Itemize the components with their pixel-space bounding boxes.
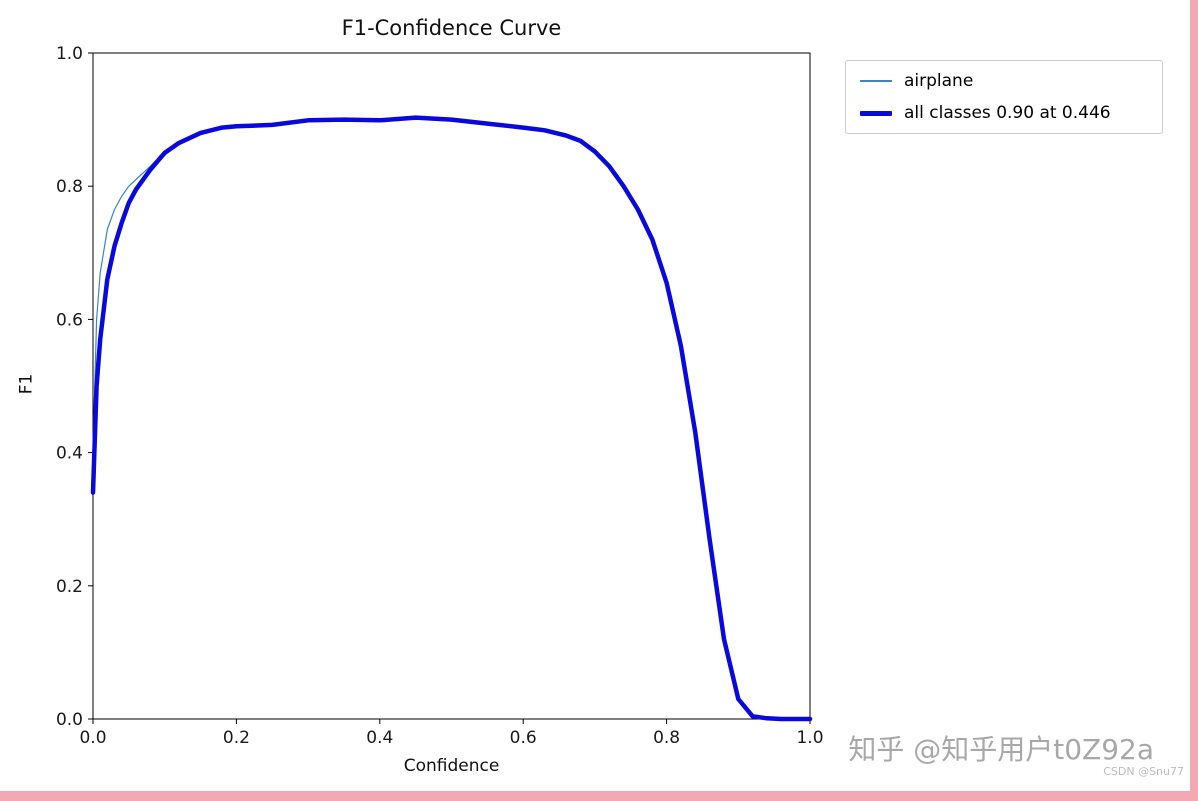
y-axis-label: F1 [16, 373, 37, 395]
accent-border-right [1190, 0, 1198, 801]
x-tick-label: 0.8 [653, 728, 680, 748]
y-tick-label: 0.6 [56, 310, 83, 330]
plot-frame [92, 52, 811, 720]
y-tick-label: 0.4 [56, 444, 83, 464]
legend-label-airplane: airplane [904, 71, 974, 91]
watermark-csdn: CSDN @Snu77 [1103, 765, 1184, 778]
series-line-airplane [92, 116, 811, 720]
x-tick-label: 0.2 [223, 728, 250, 748]
legend-label-all-classes: all classes 0.90 at 0.446 [904, 103, 1111, 123]
legend-item-all-classes: all classes 0.90 at 0.446 [860, 103, 1148, 123]
x-tick-label: 0.6 [510, 728, 537, 748]
series-line-all-classes [90, 115, 813, 722]
y-tick-label: 0.0 [56, 710, 83, 730]
legend-line-sample-all-classes [860, 110, 892, 116]
legend-item-airplane: airplane [860, 71, 1148, 91]
x-tick-label: 1.0 [796, 728, 823, 748]
x-tick-label: 0.4 [366, 728, 393, 748]
y-tick-label: 0.8 [56, 177, 83, 197]
y-tick-label: 0.2 [56, 577, 83, 597]
legend-line-sample-airplane [860, 80, 892, 82]
x-tick-label: 0.0 [79, 728, 106, 748]
legend: airplane all classes 0.90 at 0.446 [845, 60, 1163, 134]
y-tick-label: 1.0 [56, 44, 83, 64]
watermark-zhihu: 知乎 @知乎用户t0Z92a [848, 733, 1154, 766]
chart-title: F1-Confidence Curve [341, 16, 562, 40]
x-axis-label: Confidence [403, 756, 500, 776]
accent-border-bottom [0, 791, 1198, 801]
